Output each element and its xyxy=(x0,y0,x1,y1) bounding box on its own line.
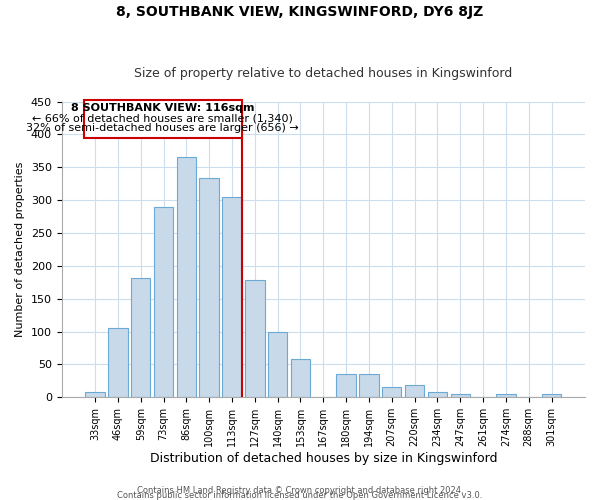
Bar xyxy=(496,394,515,398)
Bar xyxy=(291,358,310,398)
Title: Size of property relative to detached houses in Kingswinford: Size of property relative to detached ho… xyxy=(134,66,512,80)
Bar xyxy=(131,278,151,398)
Bar xyxy=(542,394,561,398)
Y-axis label: Number of detached properties: Number of detached properties xyxy=(15,162,25,337)
Text: ← 66% of detached houses are smaller (1,340): ← 66% of detached houses are smaller (1,… xyxy=(32,114,293,124)
Text: Contains public sector information licensed under the Open Government Licence v3: Contains public sector information licen… xyxy=(118,491,482,500)
Text: 32% of semi-detached houses are larger (656) →: 32% of semi-detached houses are larger (… xyxy=(26,123,299,133)
FancyBboxPatch shape xyxy=(83,100,242,138)
Bar xyxy=(359,374,379,398)
Text: 8, SOUTHBANK VIEW, KINGSWINFORD, DY6 8JZ: 8, SOUTHBANK VIEW, KINGSWINFORD, DY6 8JZ xyxy=(116,5,484,19)
Bar xyxy=(451,394,470,398)
Bar xyxy=(268,332,287,398)
Bar xyxy=(85,392,105,398)
Bar xyxy=(176,158,196,398)
Bar xyxy=(222,197,242,398)
Bar xyxy=(108,328,128,398)
Bar xyxy=(382,388,401,398)
Bar xyxy=(245,280,265,398)
X-axis label: Distribution of detached houses by size in Kingswinford: Distribution of detached houses by size … xyxy=(149,452,497,465)
Text: 8 SOUTHBANK VIEW: 116sqm: 8 SOUTHBANK VIEW: 116sqm xyxy=(71,104,254,114)
Bar xyxy=(337,374,356,398)
Bar xyxy=(428,392,447,398)
Bar xyxy=(405,385,424,398)
Bar xyxy=(199,178,219,398)
Bar xyxy=(154,206,173,398)
Text: Contains HM Land Registry data © Crown copyright and database right 2024.: Contains HM Land Registry data © Crown c… xyxy=(137,486,463,495)
